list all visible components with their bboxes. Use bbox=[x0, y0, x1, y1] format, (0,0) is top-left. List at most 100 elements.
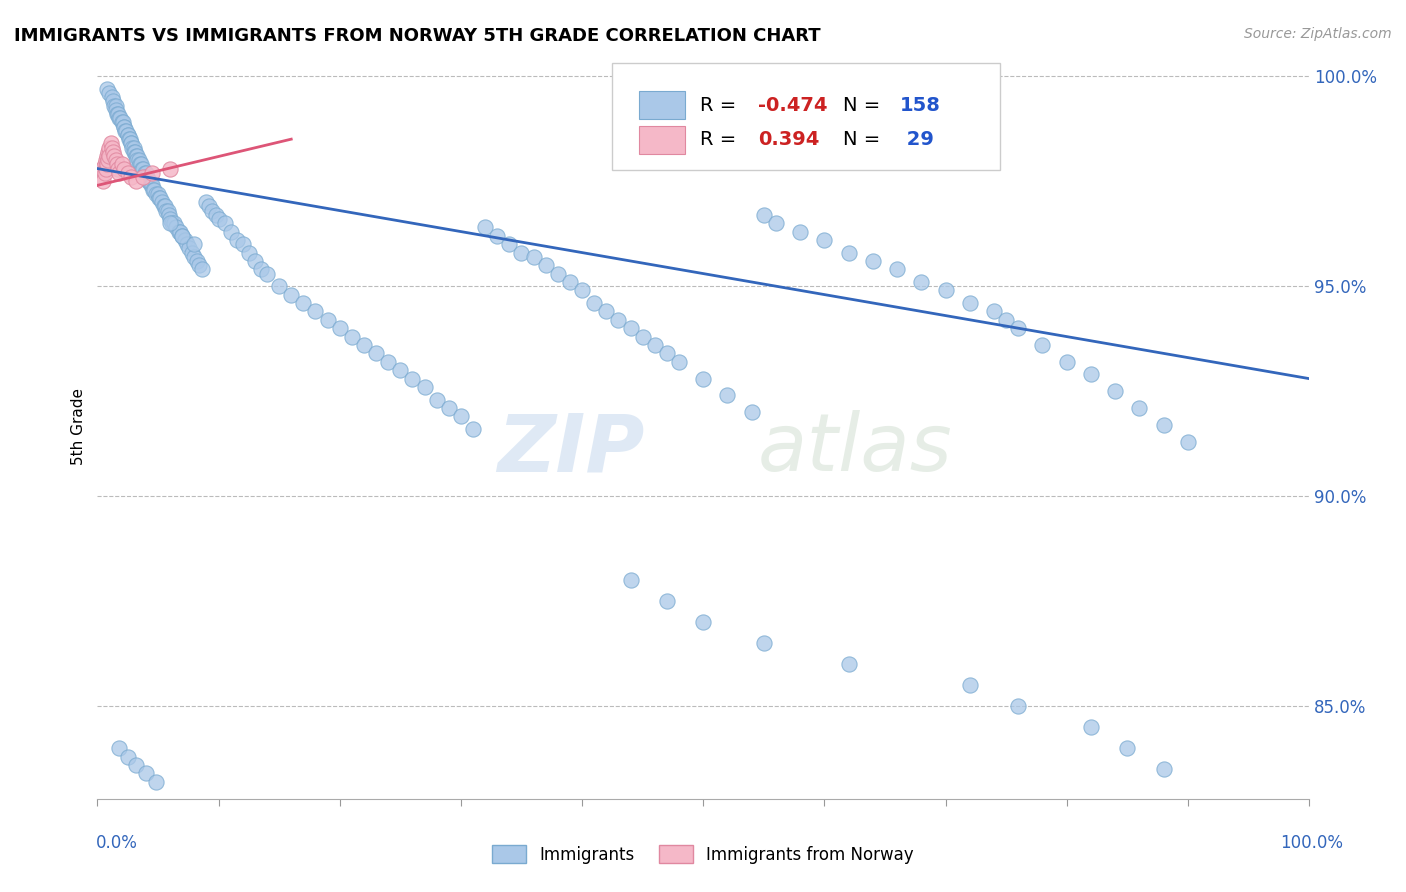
Point bbox=[510, 245, 533, 260]
Point bbox=[122, 145, 145, 159]
Point bbox=[668, 355, 690, 369]
Point bbox=[353, 338, 375, 352]
Point bbox=[127, 149, 149, 163]
Point bbox=[329, 321, 352, 335]
Point bbox=[225, 233, 247, 247]
Point bbox=[167, 225, 190, 239]
Point bbox=[105, 157, 128, 171]
Text: R =: R = bbox=[700, 95, 735, 115]
Point bbox=[93, 174, 115, 188]
Point bbox=[142, 183, 165, 197]
Point bbox=[172, 228, 194, 243]
Point bbox=[304, 304, 326, 318]
Point bbox=[155, 199, 177, 213]
Point bbox=[1007, 699, 1029, 714]
Text: atlas: atlas bbox=[758, 410, 952, 488]
Point bbox=[107, 161, 129, 176]
Point bbox=[243, 254, 266, 268]
Point bbox=[153, 199, 176, 213]
Point bbox=[101, 95, 124, 109]
Point bbox=[136, 174, 159, 188]
Point bbox=[117, 128, 139, 142]
Point bbox=[292, 296, 315, 310]
Point bbox=[97, 153, 120, 168]
Legend: Immigrants, Immigrants from Norway: Immigrants, Immigrants from Norway bbox=[485, 838, 921, 871]
Point bbox=[131, 161, 153, 176]
Text: -0.474: -0.474 bbox=[758, 95, 827, 115]
Point bbox=[426, 392, 449, 407]
Point bbox=[716, 388, 738, 402]
Point bbox=[1153, 762, 1175, 776]
Point bbox=[104, 98, 127, 112]
Point bbox=[120, 136, 142, 151]
Point bbox=[117, 749, 139, 764]
Point bbox=[765, 216, 787, 230]
Point bbox=[188, 258, 211, 272]
Point bbox=[156, 203, 179, 218]
Point bbox=[132, 161, 155, 176]
Point bbox=[179, 241, 201, 255]
Point bbox=[486, 228, 509, 243]
Point bbox=[115, 124, 138, 138]
Text: 0.394: 0.394 bbox=[758, 130, 820, 149]
Point bbox=[401, 371, 423, 385]
Point bbox=[112, 120, 135, 134]
Point bbox=[125, 758, 148, 772]
Point bbox=[135, 169, 157, 184]
Point bbox=[94, 161, 117, 176]
Text: 29: 29 bbox=[900, 130, 934, 149]
Point bbox=[128, 157, 150, 171]
Point bbox=[96, 149, 118, 163]
Point bbox=[389, 363, 412, 377]
Text: 100.0%: 100.0% bbox=[1279, 834, 1343, 852]
Point bbox=[112, 120, 135, 134]
Point bbox=[692, 615, 714, 630]
Point bbox=[692, 371, 714, 385]
Y-axis label: 5th Grade: 5th Grade bbox=[72, 388, 86, 466]
Point bbox=[117, 128, 139, 142]
Point bbox=[232, 237, 254, 252]
Point bbox=[583, 296, 606, 310]
Point bbox=[607, 313, 630, 327]
Point bbox=[256, 267, 278, 281]
Point bbox=[1128, 401, 1150, 415]
Point bbox=[364, 346, 387, 360]
Point bbox=[219, 225, 242, 239]
FancyBboxPatch shape bbox=[613, 62, 1000, 170]
Point bbox=[125, 149, 148, 163]
Point bbox=[91, 161, 114, 176]
Point bbox=[180, 245, 202, 260]
FancyBboxPatch shape bbox=[638, 91, 685, 120]
Point bbox=[183, 250, 205, 264]
Point bbox=[205, 208, 228, 222]
Point bbox=[145, 775, 167, 789]
Point bbox=[108, 111, 131, 125]
Point bbox=[165, 220, 187, 235]
Point bbox=[461, 422, 484, 436]
Text: R =: R = bbox=[700, 130, 735, 149]
Point bbox=[129, 157, 152, 171]
Point bbox=[838, 245, 860, 260]
Point bbox=[139, 178, 162, 193]
Point bbox=[595, 304, 617, 318]
Point bbox=[127, 153, 149, 168]
Point bbox=[103, 98, 125, 112]
Point bbox=[96, 157, 118, 171]
Point bbox=[141, 178, 163, 193]
Point bbox=[120, 136, 142, 151]
Point bbox=[101, 145, 124, 159]
Point bbox=[190, 262, 212, 277]
Point bbox=[280, 287, 302, 301]
Point bbox=[136, 169, 159, 184]
Point bbox=[207, 211, 229, 226]
Point bbox=[104, 153, 127, 168]
Point bbox=[101, 140, 124, 154]
Point bbox=[1080, 368, 1102, 382]
Point bbox=[176, 237, 198, 252]
Point bbox=[146, 186, 169, 201]
Point bbox=[838, 657, 860, 672]
Point bbox=[619, 321, 641, 335]
Point bbox=[163, 216, 186, 230]
Point bbox=[655, 594, 678, 608]
Point bbox=[644, 338, 666, 352]
